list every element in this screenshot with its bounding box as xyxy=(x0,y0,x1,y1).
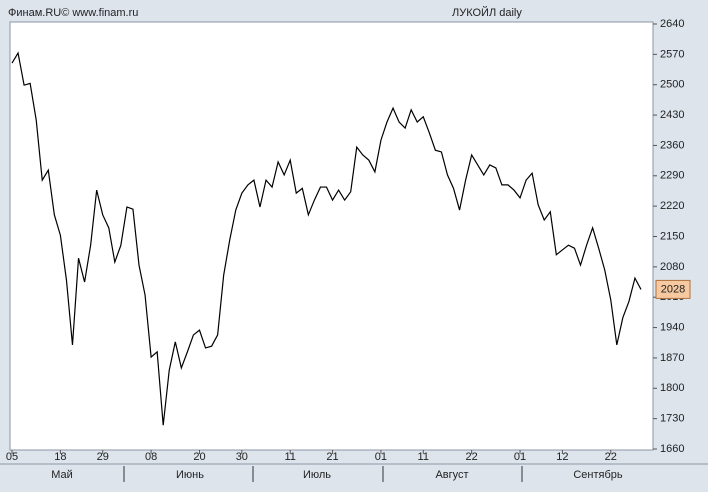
y-tick-label: 1730 xyxy=(660,413,684,425)
y-tick-label: 2220 xyxy=(660,200,684,212)
last-value-label: 2028 xyxy=(661,283,685,295)
x-tick-label: 29 xyxy=(97,451,109,463)
y-tick-label: 2360 xyxy=(660,139,684,151)
x-tick-label: 18 xyxy=(54,451,66,463)
month-label: Июнь xyxy=(176,469,204,481)
x-tick-label: 01 xyxy=(375,451,387,463)
x-tick-label: 21 xyxy=(326,451,338,463)
y-tick-label: 2640 xyxy=(660,18,684,30)
x-tick-label: 22 xyxy=(466,451,478,463)
month-label: Июль xyxy=(303,469,331,481)
y-tick-label: 2500 xyxy=(660,79,684,91)
source: Финам.RU© www.finam.ru xyxy=(8,7,138,19)
x-tick-label: 11 xyxy=(285,451,296,463)
y-tick-label: 1800 xyxy=(660,382,684,394)
x-tick-label: 11 xyxy=(418,451,429,463)
x-tick-label: 08 xyxy=(145,451,157,463)
y-tick-label: 1870 xyxy=(660,352,684,364)
chart-title: ЛУКОЙЛ daily xyxy=(452,6,522,19)
y-tick-label: 2290 xyxy=(660,170,684,182)
price-line xyxy=(11,51,642,426)
y-tick-label: 2570 xyxy=(660,48,684,60)
x-tick-label: 01 xyxy=(514,451,526,463)
x-tick-label: 05 xyxy=(6,451,18,463)
month-label: Май xyxy=(51,469,73,481)
x-tick-label: 22 xyxy=(605,451,617,463)
x-tick-label: 12 xyxy=(556,451,568,463)
x-tick-label: 20 xyxy=(193,451,205,463)
x-tick-label: 30 xyxy=(236,451,248,463)
y-tick-label: 2150 xyxy=(660,230,684,242)
last-value-box xyxy=(655,279,691,299)
y-tick-label: 2430 xyxy=(660,109,684,121)
y-tick-label: 1940 xyxy=(660,321,684,333)
month-label: Сентябрь xyxy=(573,469,623,481)
y-tick-label: 1660 xyxy=(660,443,684,455)
plot-area xyxy=(9,21,654,451)
month-label: Август xyxy=(435,469,468,481)
y-tick-label: 2080 xyxy=(660,261,684,273)
